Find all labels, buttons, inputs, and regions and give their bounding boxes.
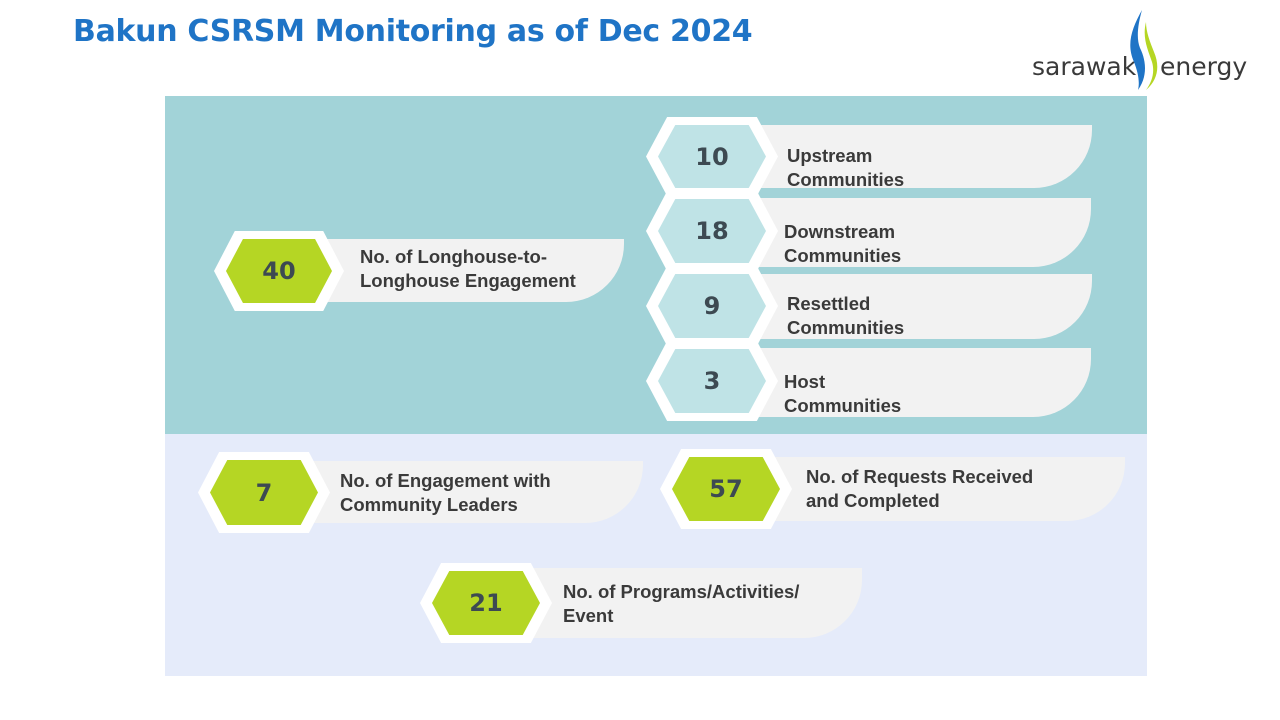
stat-value: 57 — [672, 457, 780, 521]
stat-tab — [296, 461, 643, 523]
stat-tab — [745, 125, 1092, 188]
stat-label: No. of Longhouse-to- Longhouse Engagemen… — [360, 245, 610, 293]
page-title: Bakun CSRSM Monitoring as of Dec 2024 — [73, 14, 753, 49]
stat-label-line: No. of Requests Received — [806, 466, 1034, 487]
stat-value: 18 — [658, 199, 766, 263]
stat-tab — [757, 457, 1125, 521]
stat-tab — [520, 568, 862, 638]
stat-label-line: Community Leaders — [340, 494, 518, 515]
stat-label: No. of Requests Received and Completed — [806, 465, 1106, 513]
logo-text-right: energy — [1160, 52, 1248, 81]
stat-value: 21 — [432, 571, 540, 635]
stat-tab — [745, 348, 1091, 417]
stat-label: Upstream Communities — [787, 145, 905, 190]
stat-label: Host Communities — [784, 371, 902, 416]
stat-label: Downstream Communities — [784, 221, 902, 266]
stat-label: No. of Engagement with Community Leaders — [340, 469, 620, 517]
stat-tab — [312, 239, 624, 302]
logo-text-left: sarawak — [1032, 52, 1137, 81]
stat-tab — [745, 198, 1091, 267]
stat-label: No. of Programs/Activities/ Event — [563, 580, 853, 628]
stat-value: 7 — [210, 460, 318, 525]
stat-value: 10 — [658, 125, 766, 188]
stat-label-line: No. of Engagement with — [340, 470, 551, 491]
stat-label-line: Longhouse Engagement — [360, 270, 576, 291]
sarawak-energy-logo: sarawak energy — [1030, 8, 1248, 92]
stat-label-line: No. of Longhouse-to- — [360, 246, 548, 267]
flame-icon — [1130, 10, 1158, 90]
stat-label-line: Event — [563, 605, 614, 626]
stat-label: Resettled Communities — [787, 293, 905, 338]
stat-label-line: and Completed — [806, 490, 940, 511]
stat-tab — [745, 274, 1092, 339]
stat-value: 9 — [658, 274, 766, 338]
stat-label-line: No. of Programs/Activities/ — [563, 581, 800, 602]
stat-value: 40 — [226, 239, 332, 303]
stat-value: 3 — [658, 349, 766, 413]
